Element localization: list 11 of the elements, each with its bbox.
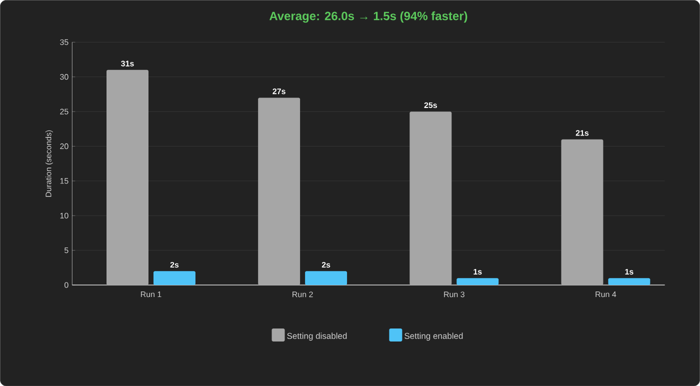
legend-label: Setting disabled: [287, 332, 347, 341]
bar: [561, 139, 604, 285]
legend-label: Setting enabled: [404, 332, 463, 341]
bar: [258, 98, 300, 285]
bar: [305, 271, 348, 285]
chart-title: Average: 26.0s → 1.5s (94% faster): [269, 11, 468, 23]
bar: [153, 271, 196, 285]
bar: [410, 111, 452, 285]
bar: [456, 278, 499, 285]
bar: [106, 70, 148, 285]
bar: [608, 278, 650, 285]
